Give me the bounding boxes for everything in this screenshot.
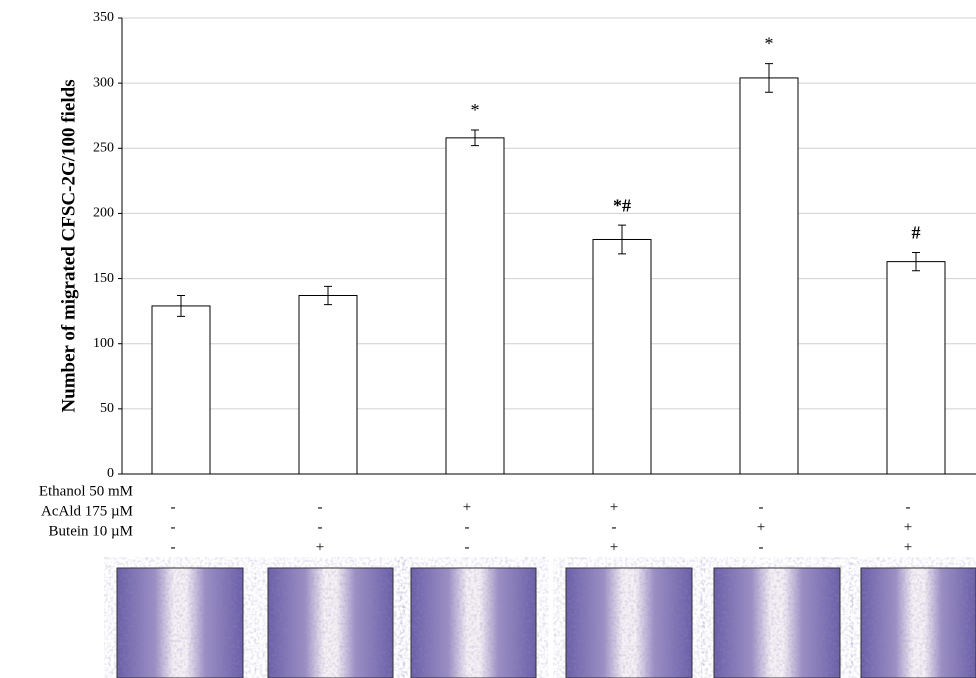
bar xyxy=(592,238,652,475)
treatment-sign: + xyxy=(904,519,912,535)
error-bar xyxy=(618,224,626,255)
treatment-label: Ethanol 50 mM xyxy=(39,483,133,499)
y-axis-title: Number of migrated CFSC-2G/100 fields xyxy=(58,79,79,412)
micrograph xyxy=(410,567,537,678)
y-tick-label: 100 xyxy=(93,336,114,351)
bar xyxy=(445,137,505,475)
treatment-sign: - xyxy=(171,499,176,515)
annotation: # xyxy=(912,223,921,243)
micrograph xyxy=(565,567,693,678)
treatment-sign: + xyxy=(316,539,324,555)
micrograph xyxy=(713,567,841,678)
treatment-sign: - xyxy=(171,539,176,555)
y-tick-label: 350 xyxy=(93,10,114,25)
y-tick-label: 200 xyxy=(93,206,114,221)
treatment-sign: - xyxy=(465,519,470,535)
treatment-sign: - xyxy=(465,539,470,555)
bar xyxy=(298,295,358,475)
treatment-sign: + xyxy=(610,499,618,515)
treatment-sign: - xyxy=(906,499,911,515)
error-bar xyxy=(912,252,920,272)
bar xyxy=(739,77,799,475)
bar xyxy=(886,261,946,475)
treatment-sign: - xyxy=(171,519,176,535)
treatment-sign: - xyxy=(318,499,323,515)
error-bar xyxy=(177,295,185,317)
y-tick-label: 50 xyxy=(100,401,114,416)
error-bar xyxy=(471,129,479,147)
treatment-sign: + xyxy=(904,539,912,555)
y-tick-label: 250 xyxy=(93,141,114,156)
treatment-label: Butein 10 µM xyxy=(49,523,133,539)
error-bar xyxy=(324,285,332,306)
annotation: * xyxy=(765,34,774,54)
treatment-sign: + xyxy=(757,519,765,535)
micrograph xyxy=(116,567,244,678)
bar xyxy=(151,305,211,475)
micrograph xyxy=(267,567,394,678)
treatment-label: AcAld 175 µM xyxy=(41,503,133,519)
annotation: * xyxy=(471,100,480,120)
treatment-sign: - xyxy=(612,519,617,535)
annotation: *# xyxy=(613,195,631,215)
treatment-sign: - xyxy=(759,539,764,555)
y-tick-label: 300 xyxy=(93,75,114,90)
treatment-sign: + xyxy=(610,539,618,555)
y-tick-label: 150 xyxy=(93,271,114,286)
treatment-sign: + xyxy=(463,499,471,515)
micrograph xyxy=(860,567,976,678)
treatment-sign: - xyxy=(759,499,764,515)
micrographs xyxy=(116,567,976,678)
error-bar xyxy=(765,63,773,93)
y-tick-label: 0 xyxy=(107,466,114,481)
treatment-sign: - xyxy=(318,519,323,535)
